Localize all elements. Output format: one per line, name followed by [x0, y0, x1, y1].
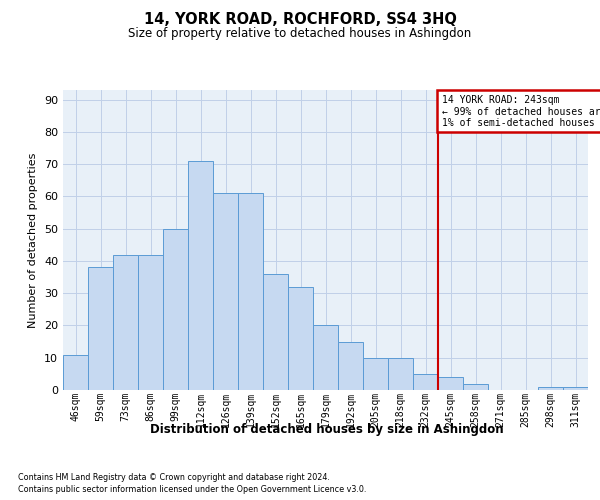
Bar: [288, 287, 313, 390]
Bar: [213, 193, 238, 390]
Y-axis label: Number of detached properties: Number of detached properties: [28, 152, 38, 328]
Bar: [438, 377, 463, 390]
Bar: [413, 374, 438, 390]
Bar: [238, 193, 263, 390]
Text: Contains public sector information licensed under the Open Government Licence v3: Contains public sector information licen…: [18, 485, 367, 494]
Bar: [88, 268, 113, 390]
Text: 14 YORK ROAD: 243sqm
← 99% of detached houses are smaller (463)
1% of semi-detac: 14 YORK ROAD: 243sqm ← 99% of detached h…: [442, 95, 600, 128]
Bar: [63, 354, 88, 390]
Text: Distribution of detached houses by size in Ashingdon: Distribution of detached houses by size …: [150, 422, 504, 436]
Bar: [538, 387, 563, 390]
Bar: [138, 254, 163, 390]
Bar: [163, 228, 188, 390]
Bar: [388, 358, 413, 390]
Text: Size of property relative to detached houses in Ashingdon: Size of property relative to detached ho…: [128, 28, 472, 40]
Bar: [338, 342, 363, 390]
Bar: [563, 387, 588, 390]
Bar: [263, 274, 288, 390]
Bar: [363, 358, 388, 390]
Text: 14, YORK ROAD, ROCHFORD, SS4 3HQ: 14, YORK ROAD, ROCHFORD, SS4 3HQ: [143, 12, 457, 28]
Bar: [113, 254, 138, 390]
Bar: [313, 326, 338, 390]
Text: Contains HM Land Registry data © Crown copyright and database right 2024.: Contains HM Land Registry data © Crown c…: [18, 472, 330, 482]
Bar: [188, 161, 213, 390]
Bar: [463, 384, 488, 390]
